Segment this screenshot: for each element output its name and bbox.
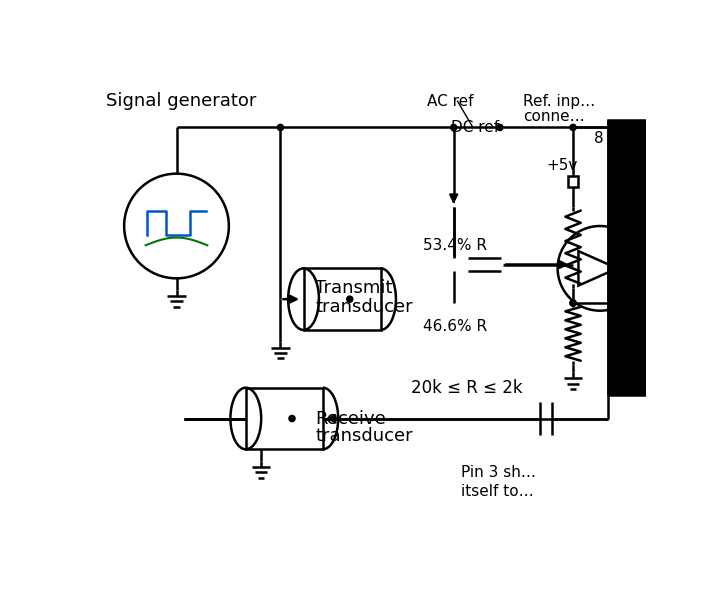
Text: transducer: transducer xyxy=(315,427,413,445)
Text: 46.6% R: 46.6% R xyxy=(423,319,487,334)
Text: AC ref: AC ref xyxy=(427,94,473,109)
Circle shape xyxy=(346,296,353,302)
Circle shape xyxy=(451,124,456,131)
Bar xyxy=(608,120,647,395)
Text: Ref. inp…: Ref. inp… xyxy=(523,94,595,109)
Circle shape xyxy=(277,124,284,131)
Text: conne…: conne… xyxy=(523,109,585,124)
Text: Pin 3 sh…: Pin 3 sh… xyxy=(462,465,536,480)
Text: transducer: transducer xyxy=(315,298,413,316)
Text: Receive: Receive xyxy=(315,409,386,427)
Text: Signal generator: Signal generator xyxy=(106,92,256,110)
Text: Transmit: Transmit xyxy=(315,278,392,296)
Text: 8: 8 xyxy=(594,131,604,146)
Circle shape xyxy=(570,300,576,306)
Bar xyxy=(304,268,381,330)
Circle shape xyxy=(289,415,295,422)
Text: 20k ≤ R ≤ 2k: 20k ≤ R ≤ 2k xyxy=(411,379,523,397)
Circle shape xyxy=(570,124,576,131)
Text: 53.4% R: 53.4% R xyxy=(423,238,487,253)
Bar xyxy=(246,388,323,449)
Bar xyxy=(567,176,578,187)
Circle shape xyxy=(497,124,503,131)
Text: itself to…: itself to… xyxy=(462,484,534,499)
Text: DC ref: DC ref xyxy=(451,120,500,135)
Circle shape xyxy=(570,300,576,306)
Text: +5v: +5v xyxy=(547,158,578,173)
